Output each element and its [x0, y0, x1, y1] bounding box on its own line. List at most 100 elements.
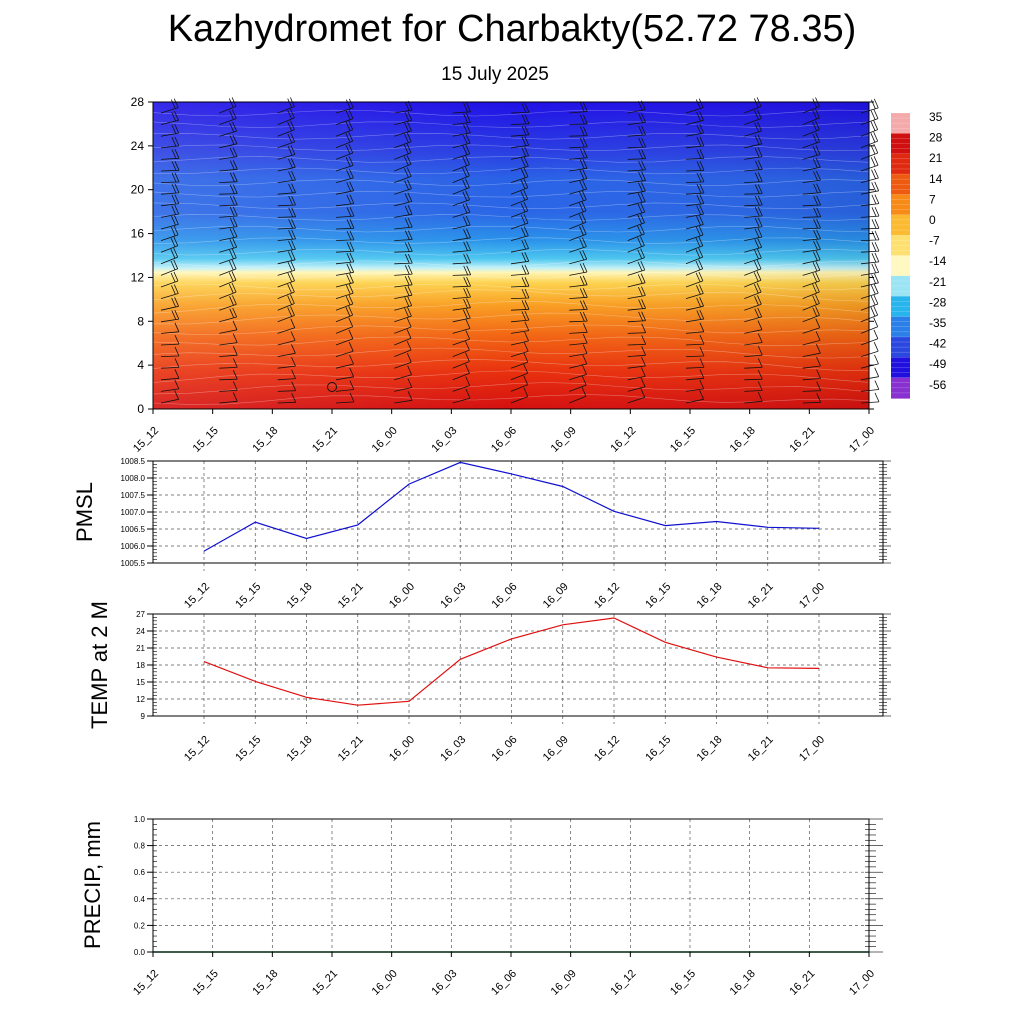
wind-barb	[452, 113, 471, 125]
wind-barb	[160, 161, 180, 172]
wind-barb	[335, 241, 355, 253]
wind-barb	[685, 334, 705, 346]
pmsl-x-axis: 15_12 15_15 15_18 15_21 16_00 16_03 16_06 16_09…	[182, 581, 827, 611]
wind-barb	[627, 202, 646, 218]
wind-barb	[452, 376, 471, 392]
wind-barb	[219, 392, 238, 404]
wind-barb	[160, 390, 179, 404]
wind-barb	[160, 183, 180, 195]
wind-barb	[569, 275, 588, 288]
wind-barb	[627, 346, 646, 357]
wind-barb	[685, 149, 705, 160]
wind-barb	[802, 250, 821, 265]
wind-barb	[860, 252, 880, 265]
wind-barb	[802, 108, 820, 125]
x-tick-label: 16_06	[489, 968, 519, 998]
contour-line	[152, 179, 870, 186]
x-tick-label: 16_03	[429, 425, 459, 455]
x-tick-label: 15_12	[131, 425, 161, 455]
y-tick-label: 21	[136, 644, 145, 653]
contour-line	[152, 394, 870, 405]
wind-barb	[277, 318, 296, 334]
wind-barb	[277, 294, 295, 311]
wind-barb	[277, 108, 295, 125]
wind-barb	[627, 160, 646, 172]
colorbar-label: 14	[929, 172, 943, 186]
wind-barb	[510, 213, 529, 230]
wind-barb	[510, 103, 530, 114]
wind-barb	[744, 282, 762, 299]
wind-barb	[685, 284, 704, 299]
wind-barb	[860, 219, 880, 230]
x-tick-label: 16_21	[787, 968, 817, 998]
wind-barb	[744, 358, 763, 369]
wind-barb	[160, 123, 180, 137]
wind-barb	[569, 300, 588, 311]
wind-barb	[569, 114, 588, 125]
wind-barb	[627, 356, 646, 369]
y-tick-label: 12	[131, 270, 145, 284]
wind-barb	[219, 307, 238, 323]
wind-barb	[452, 178, 470, 195]
wind-barb	[627, 137, 647, 149]
y-tick-label: 8	[137, 314, 144, 328]
wind-barb	[394, 143, 412, 160]
x-tick-label: 17_00	[797, 581, 827, 611]
x-tick-label: 16_18	[695, 581, 725, 611]
wind-barb	[627, 388, 646, 404]
wind-barb	[744, 295, 762, 311]
wind-barb	[335, 206, 355, 218]
wind-barb	[452, 265, 472, 276]
wind-barb	[802, 271, 820, 288]
wind-barb	[802, 229, 821, 241]
wind-barb	[627, 273, 646, 288]
wind-barb	[510, 352, 529, 369]
wind-barb	[160, 149, 180, 160]
x-tick-label: 16_21	[746, 581, 776, 611]
wind-barb	[860, 342, 879, 357]
wind-barb	[685, 390, 704, 404]
y-tick-label: 20	[131, 183, 145, 197]
x-tick-label: 16_06	[490, 734, 520, 764]
wind-barb	[860, 354, 879, 369]
wind-barb	[802, 369, 821, 381]
wind-barb	[452, 389, 471, 404]
wind-barb	[335, 380, 355, 392]
wind-barb	[219, 147, 238, 160]
wind-barb	[685, 358, 705, 369]
contour-line	[152, 289, 870, 302]
wind-barb	[685, 369, 705, 381]
wind-barb	[277, 331, 296, 346]
wind-barb	[685, 172, 705, 183]
wind-barb	[335, 131, 354, 149]
wind-barb	[627, 171, 646, 183]
wind-barb	[160, 194, 180, 207]
wind-barb	[510, 157, 529, 172]
wind-barb	[569, 237, 587, 253]
wind-barb	[277, 261, 296, 276]
wind-barb	[160, 204, 180, 218]
wind-barb	[452, 144, 471, 160]
wind-barb	[685, 259, 704, 276]
precip-grid	[153, 818, 869, 953]
wind-barb	[860, 168, 879, 183]
wind-barb	[569, 288, 588, 299]
wind-barb	[452, 155, 470, 172]
wind-barb	[277, 271, 295, 288]
wind-barb	[452, 352, 470, 369]
wind-barb	[802, 318, 821, 334]
pmsl-line	[203, 461, 820, 552]
wind-barb	[277, 344, 296, 357]
wind-barb	[744, 147, 763, 160]
wind-barb	[627, 149, 647, 160]
wind-barb	[452, 277, 471, 288]
wind-barb	[802, 170, 821, 183]
wind-barb	[744, 392, 763, 404]
wind-barb	[802, 306, 820, 323]
wind-barb	[744, 345, 763, 357]
contour-line	[152, 324, 870, 335]
wind-barb	[860, 392, 880, 404]
wind-barb	[860, 263, 880, 276]
wind-barb	[219, 121, 237, 137]
